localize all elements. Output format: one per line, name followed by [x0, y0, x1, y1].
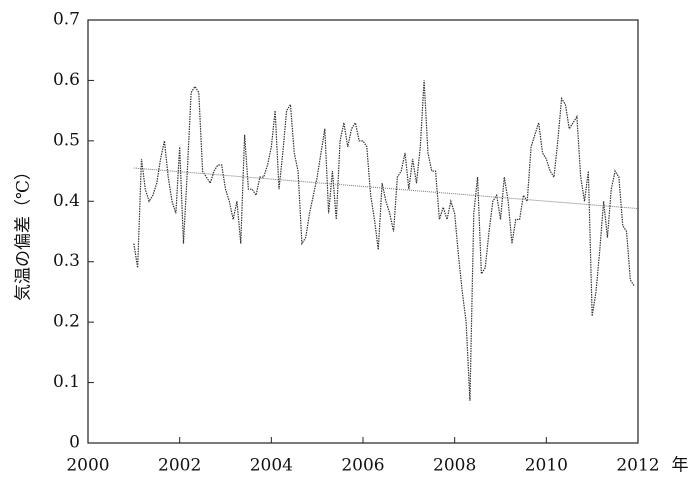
- trend-line: [133, 167, 639, 210]
- x-tick-label: 2008: [433, 456, 476, 476]
- y-axis-label: 気温の偏差（℃）: [14, 163, 34, 301]
- y-tick-label: 0: [69, 433, 80, 453]
- x-tick-label: 2002: [158, 456, 201, 476]
- y-tick-label: 0.5: [53, 130, 80, 150]
- plot-frame: [87, 19, 639, 444]
- x-tick-label: 2004: [250, 456, 293, 476]
- y-tick-label: 0.1: [53, 372, 80, 392]
- y-tick-label: 0.2: [53, 312, 80, 332]
- x-tick-label: 2012: [616, 456, 659, 476]
- x-tick-label: 2010: [525, 456, 568, 476]
- data-line: [133, 80, 635, 401]
- y-tick-label: 0.4: [53, 191, 80, 211]
- x-tick-label: 2006: [341, 456, 384, 476]
- x-tick-label: 2000: [66, 456, 109, 476]
- x-axis-label: 年: [672, 456, 689, 476]
- y-tick-label: 0.7: [53, 10, 80, 30]
- y-tick-label: 0.6: [53, 70, 80, 90]
- y-tick-label: 0.3: [53, 251, 80, 271]
